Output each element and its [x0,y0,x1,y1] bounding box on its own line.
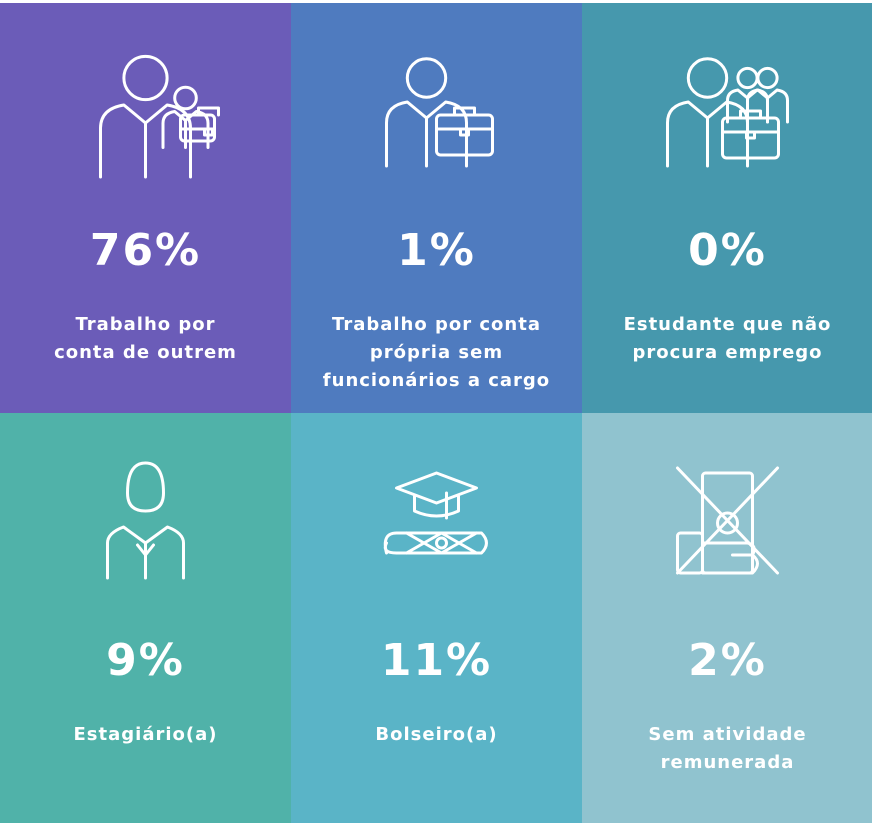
tile-label: Estudante que não [624,314,832,335]
tile-value: 0% [688,225,767,276]
tile-background [291,413,582,823]
tile-label: remunerada [661,752,795,773]
tile-label: conta de outrem [54,342,237,363]
tile-label: Sem atividade [648,724,806,745]
tile-label: Trabalho por conta [332,314,541,335]
tile-icon [106,461,185,580]
tile-label: procura emprego [632,342,822,363]
tile-label: Trabalho por [75,314,215,335]
tile-icon [666,57,789,168]
tile-label: Estagiário(a) [74,724,218,745]
tile-label: funcionários a cargo [323,370,550,391]
tile: 1% Trabalho por conta própria sem funcionár… [291,3,582,413]
tile-icon [99,54,220,179]
tile-background [582,413,872,823]
tile-background [0,413,291,823]
tile-background [291,3,582,413]
tile: 76% Trabalho por conta de outrem [0,3,291,413]
tile-value: 2% [688,635,767,686]
tile-icon [676,466,779,575]
tile-icon [383,471,488,555]
tile-label: Bolseiro(a) [375,724,497,745]
tile-value: 76% [90,225,201,276]
tile: 9% Estagiário(a) [0,413,291,823]
tile-value: 9% [106,635,185,686]
tile: 11% Bolseiro(a) [291,413,582,823]
tile-value: 1% [397,225,476,276]
tile-value: 11% [381,635,492,686]
tile-background [0,3,291,413]
tile: 2% Sem atividade remunerada [582,413,872,823]
tile: 0% Estudante que não procura emprego [582,3,872,413]
tile-icon [385,57,494,168]
tile-label: própria sem [370,342,503,363]
